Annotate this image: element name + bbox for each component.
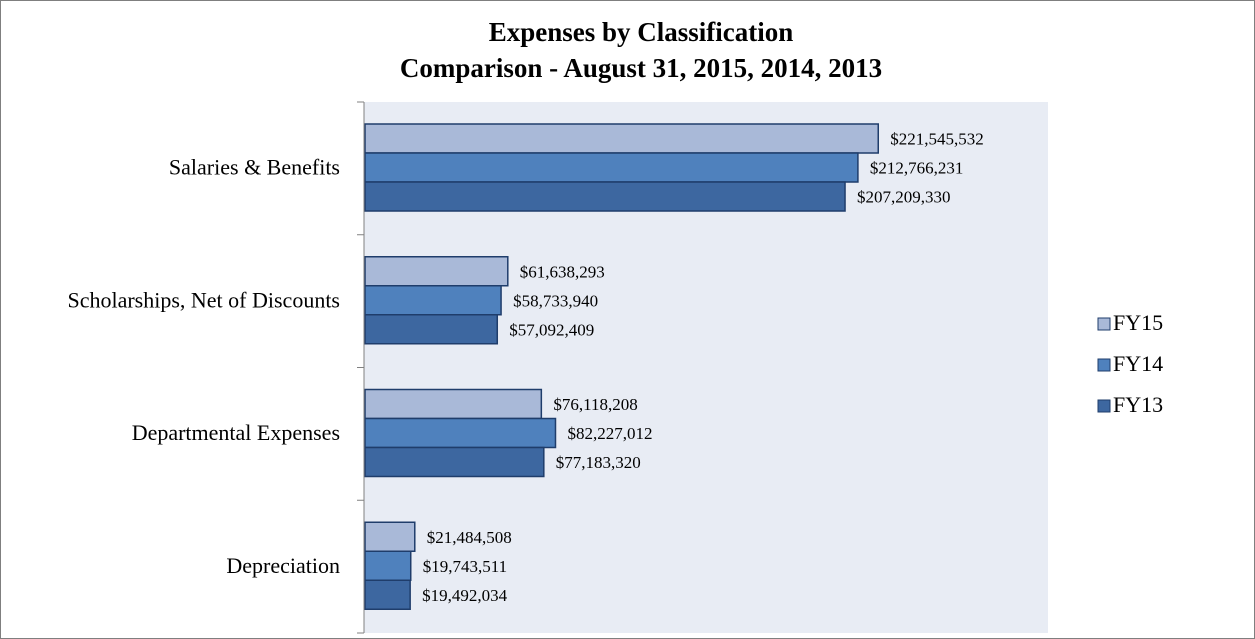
data-label-fy13-departmental-expenses: $77,183,320 <box>556 453 641 472</box>
bar-fy14-scholarships-net-of-discounts <box>364 285 502 316</box>
bar-fy13-departmental-expenses <box>364 446 545 478</box>
chart-title: Expenses by Classification <box>489 17 794 47</box>
legend-label-fy15: FY15 <box>1113 310 1163 335</box>
bar-fy15-scholarships-net-of-discounts <box>364 256 509 287</box>
legend-swatch-fy14 <box>1097 358 1111 372</box>
bar-fy14-departmental-expenses <box>364 417 557 449</box>
legend-label-fy14: FY14 <box>1113 351 1163 376</box>
bar-fy15-departmental-expenses <box>364 388 543 420</box>
data-label-fy14-scholarships-net-of-discounts: $58,733,940 <box>513 291 598 310</box>
legend-swatch-fy15 <box>1097 317 1111 331</box>
bars-layer: $221,545,532 $212,766,231 $207,209,330 $61,… <box>364 123 984 610</box>
bar-fy13-salaries-benefits <box>364 181 846 212</box>
category-label-depreciation: Depreciation <box>226 553 340 578</box>
data-label-fy15-salaries-benefits: $221,545,532 <box>890 130 984 149</box>
category-label-departmental-expenses: Departmental Expenses <box>132 420 340 445</box>
data-label-fy13-salaries-benefits: $207,209,330 <box>857 188 951 207</box>
data-label-fy15-depreciation: $21,484,508 <box>427 528 512 547</box>
data-label-fy13-scholarships-net-of-discounts: $57,092,409 <box>509 320 594 339</box>
data-label-fy14-salaries-benefits: $212,766,231 <box>870 159 964 178</box>
bar-fy14-depreciation <box>364 550 412 581</box>
legend-swatch-fy13 <box>1097 399 1111 413</box>
bar-fy15-depreciation <box>364 521 416 552</box>
bar-fy13-depreciation <box>364 579 411 610</box>
bar-fy15-salaries-benefits <box>364 123 879 154</box>
category-label-salaries-benefits: Salaries & Benefits <box>169 155 340 180</box>
bar-fy14-salaries-benefits <box>364 152 859 183</box>
legend-label-fy13: FY13 <box>1113 392 1163 417</box>
data-label-fy15-scholarships-net-of-discounts: $61,638,293 <box>520 262 605 281</box>
legend: FY15 FY14 FY13 <box>1097 310 1163 417</box>
data-label-fy14-departmental-expenses: $82,227,012 <box>567 424 652 443</box>
chart-subtitle: Comparison - August 31, 2015, 2014, 2013 <box>400 53 882 83</box>
category-label-scholarships-net-of-discounts: Scholarships, Net of Discounts <box>67 287 340 312</box>
data-label-fy15-departmental-expenses: $76,118,208 <box>553 395 637 414</box>
data-label-fy14-depreciation: $19,743,511 <box>423 557 507 576</box>
bar-fy13-scholarships-net-of-discounts <box>364 314 499 345</box>
data-label-fy13-depreciation: $19,492,034 <box>422 586 508 605</box>
category-axis: Salaries & Benefits Scholarships, Net of … <box>67 101 365 634</box>
